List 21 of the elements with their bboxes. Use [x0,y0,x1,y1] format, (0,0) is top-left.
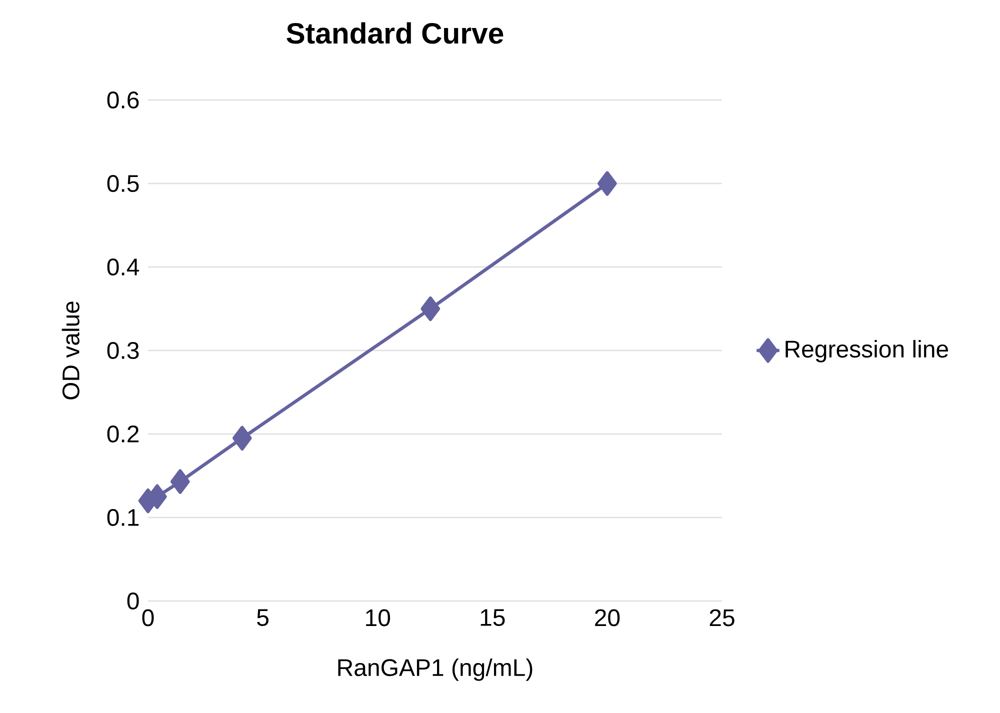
x-tick-label: 5 [257,609,268,626]
x-tick-label: 20 [595,609,620,626]
point [420,296,440,322]
x-tick-label: 0 [142,609,154,626]
point [232,426,252,450]
y-tick-label: 0 [127,592,139,610]
x-tick-label: 25 [710,609,734,626]
y-tick-label: 0.4 [107,258,140,276]
y-tick-label: 0.3 [107,342,139,359]
point [598,171,617,196]
y-axis-title: OD value [62,302,80,400]
point [170,469,190,494]
legend-label: Regression line [786,340,948,362]
y-tick-label: 0.6 [107,91,139,108]
chart-title: Standard Curve [286,22,504,44]
x-tick-label: 10 [366,609,390,626]
y-tick-label: 0.1 [107,508,139,526]
y-tick-label: 0.2 [107,425,139,442]
y-tick-label: 0.5 [107,174,139,192]
x-tick-label: 15 [480,609,505,626]
x-axis-title: RanGAP1 (ng/mL) [338,658,532,681]
